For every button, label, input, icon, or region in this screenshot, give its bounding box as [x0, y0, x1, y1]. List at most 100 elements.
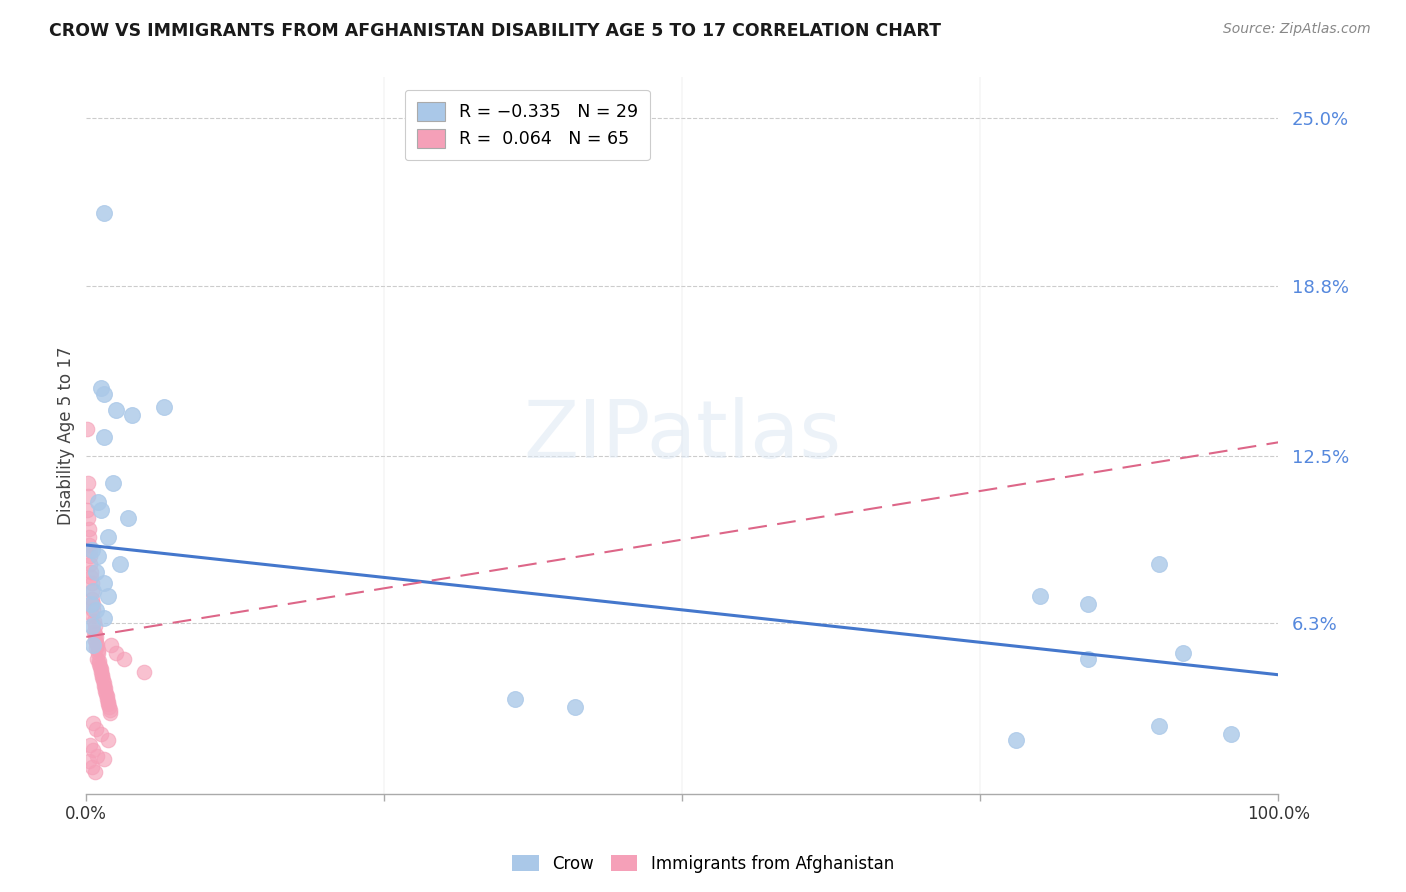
Point [86, 643, 108, 657]
Point [77, 511, 100, 525]
Point [82, 584, 104, 599]
Point [87, 495, 110, 509]
Legend: Crow, Immigrants from Afghanistan: Crow, Immigrants from Afghanistan [506, 848, 900, 880]
Point [79, 738, 101, 752]
Point [1077, 651, 1099, 665]
Point [76, 503, 98, 517]
Point [1077, 598, 1099, 612]
Point [83, 624, 105, 639]
Point [82, 603, 104, 617]
Point [94, 681, 117, 696]
Point [87, 549, 110, 563]
Point [90, 662, 112, 676]
Point [83, 765, 105, 780]
Point [80, 565, 103, 579]
Point [93, 430, 115, 444]
Point [152, 400, 174, 414]
Point [89, 659, 111, 673]
Point [89, 657, 111, 671]
Point [76, 422, 98, 436]
Point [82, 584, 104, 599]
Point [1219, 727, 1241, 741]
Point [97, 698, 120, 712]
Text: Source: ZipAtlas.com: Source: ZipAtlas.com [1223, 22, 1371, 37]
Point [86, 635, 108, 649]
Point [96, 690, 118, 704]
Point [1005, 732, 1028, 747]
Point [82, 543, 104, 558]
Point [97, 695, 120, 709]
Point [121, 409, 143, 423]
Point [87, 654, 110, 668]
Point [79, 557, 101, 571]
Point [79, 543, 101, 558]
Point [132, 665, 155, 679]
Point [97, 732, 120, 747]
Point [91, 673, 114, 688]
Point [77, 530, 100, 544]
Point [77, 538, 100, 552]
Point [76, 475, 98, 490]
Point [98, 706, 121, 720]
Point [87, 646, 110, 660]
Point [82, 638, 104, 652]
Point [97, 530, 120, 544]
Point [84, 627, 107, 641]
Point [90, 665, 112, 679]
Point [101, 475, 124, 490]
Point [1029, 590, 1052, 604]
Legend: R = −0.335   N = 29, R =  0.064   N = 65: R = −0.335 N = 29, R = 0.064 N = 65 [405, 90, 650, 161]
Point [86, 638, 108, 652]
Point [96, 692, 118, 706]
Point [82, 743, 104, 757]
Point [94, 687, 117, 701]
Point [93, 679, 115, 693]
Y-axis label: Disability Age 5 to 17: Disability Age 5 to 17 [58, 346, 75, 524]
Point [105, 646, 128, 660]
Point [90, 503, 112, 517]
Point [1147, 557, 1170, 571]
Point [93, 611, 115, 625]
Point [84, 565, 107, 579]
Point [108, 557, 131, 571]
Point [77, 489, 100, 503]
Point [100, 638, 122, 652]
Point [90, 727, 112, 741]
Point [84, 603, 107, 617]
Point [80, 570, 103, 584]
Point [80, 592, 103, 607]
Point [114, 651, 136, 665]
Point [86, 748, 108, 763]
Point [94, 684, 117, 698]
Point [82, 598, 104, 612]
Point [93, 751, 115, 765]
Point [97, 700, 120, 714]
Point [90, 667, 112, 681]
Point [80, 759, 103, 773]
Point [1147, 719, 1170, 733]
Point [105, 403, 128, 417]
Point [97, 590, 120, 604]
Point [82, 716, 104, 731]
Point [93, 676, 115, 690]
Point [84, 640, 107, 655]
Point [86, 651, 108, 665]
Point [83, 614, 105, 628]
Point [79, 549, 101, 563]
Point [91, 670, 114, 684]
Point [80, 575, 103, 590]
Point [117, 511, 139, 525]
Point [77, 522, 100, 536]
Point [77, 754, 100, 768]
Text: CROW VS IMMIGRANTS FROM AFGHANISTAN DISABILITY AGE 5 TO 17 CORRELATION CHART: CROW VS IMMIGRANTS FROM AFGHANISTAN DISA… [49, 22, 941, 40]
Point [84, 630, 107, 644]
Point [82, 608, 104, 623]
Point [83, 632, 105, 647]
Point [80, 598, 103, 612]
Point [564, 700, 586, 714]
Point [93, 205, 115, 219]
Point [505, 692, 527, 706]
Point [90, 381, 112, 395]
Point [93, 386, 115, 401]
Point [98, 703, 121, 717]
